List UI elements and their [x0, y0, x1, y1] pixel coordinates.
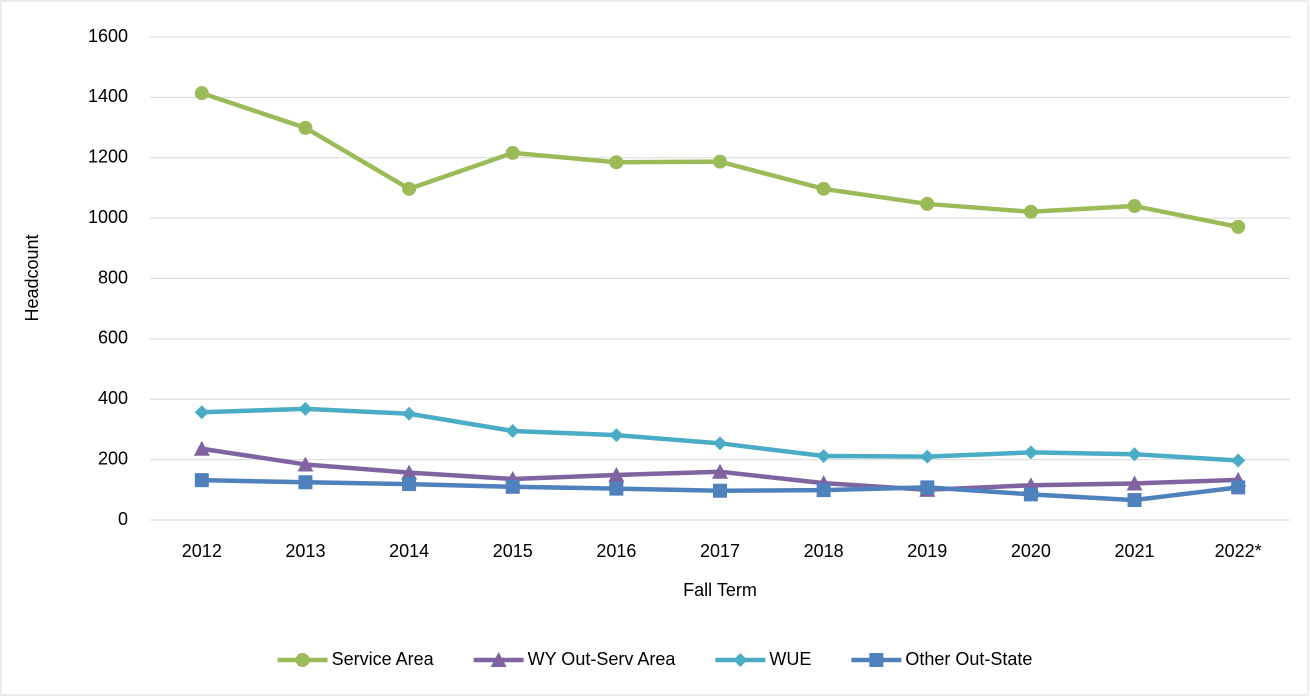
marker — [505, 423, 520, 438]
legend-label: Other Out-State — [905, 649, 1032, 669]
y-tick-label: 400 — [98, 388, 128, 408]
marker — [1023, 204, 1038, 219]
marker — [193, 440, 210, 456]
y-tick-label: 200 — [98, 448, 128, 468]
marker — [1126, 475, 1143, 491]
marker — [816, 181, 831, 196]
legend-item: WUE — [715, 649, 811, 669]
legend-marker — [295, 653, 310, 667]
marker — [298, 475, 313, 490]
legend-label: WY Out-Serv Area — [528, 649, 677, 669]
y-axis-title: Headcount — [22, 234, 42, 321]
marker — [1127, 447, 1142, 462]
marker — [1231, 480, 1246, 495]
legend-label: Service Area — [332, 649, 435, 669]
y-tick-label: 800 — [98, 267, 128, 287]
marker — [920, 196, 935, 211]
x-tick-label: 2012 — [182, 541, 222, 561]
x-tick-label: 2020 — [1011, 541, 1051, 561]
marker — [609, 428, 624, 443]
x-tick-label: 2019 — [907, 541, 947, 561]
legend-item: WY Out-Serv Area — [473, 649, 677, 669]
x-tick-label: 2013 — [285, 541, 325, 561]
series — [194, 86, 1246, 234]
marker — [609, 155, 624, 170]
marker — [713, 436, 727, 451]
legend-item: Other Out-State — [851, 649, 1032, 669]
marker — [816, 449, 831, 464]
y-tick-label: 1400 — [88, 86, 128, 106]
series — [194, 401, 1246, 468]
marker — [608, 467, 625, 483]
x-tick-label: 2017 — [700, 541, 740, 561]
y-tick-label: 1000 — [88, 207, 128, 227]
legend-marker — [490, 652, 507, 667]
x-tick-label: 2018 — [804, 541, 844, 561]
x-tick-label: 2014 — [389, 541, 429, 561]
marker — [401, 464, 418, 480]
legend-marker — [733, 653, 748, 667]
marker — [1127, 199, 1142, 214]
legend-item: Service Area — [277, 649, 435, 669]
marker — [816, 483, 831, 498]
x-tick-label: 2022* — [1215, 541, 1262, 561]
marker — [194, 86, 209, 101]
marker — [505, 479, 520, 494]
marker — [194, 405, 209, 420]
marker — [920, 480, 935, 495]
y-tick-label: 0 — [118, 509, 128, 529]
marker — [712, 463, 728, 479]
series — [194, 473, 1246, 508]
legend-label: WUE — [769, 649, 811, 669]
y-tick-label: 600 — [98, 328, 128, 348]
y-tick-label: 1600 — [88, 26, 128, 46]
marker — [298, 120, 313, 135]
y-tick-label: 1200 — [88, 147, 128, 167]
marker — [298, 401, 313, 416]
marker — [194, 473, 209, 488]
marker — [609, 481, 624, 496]
marker — [1127, 493, 1142, 508]
x-tick-label: 2021 — [1115, 541, 1155, 561]
marker — [920, 449, 935, 464]
marker — [505, 145, 520, 160]
x-tick-label: 2015 — [493, 541, 533, 561]
marker — [402, 477, 417, 492]
marker — [402, 181, 417, 196]
marker — [713, 154, 727, 169]
marker — [1023, 487, 1038, 502]
marker — [402, 406, 417, 421]
marker — [713, 483, 727, 498]
marker — [1023, 445, 1038, 460]
marker — [1231, 219, 1246, 234]
legend-marker — [869, 653, 884, 667]
x-axis-title: Fall Term — [683, 580, 757, 600]
x-tick-label: 2016 — [596, 541, 636, 561]
marker — [1231, 453, 1246, 468]
marker — [297, 456, 314, 472]
